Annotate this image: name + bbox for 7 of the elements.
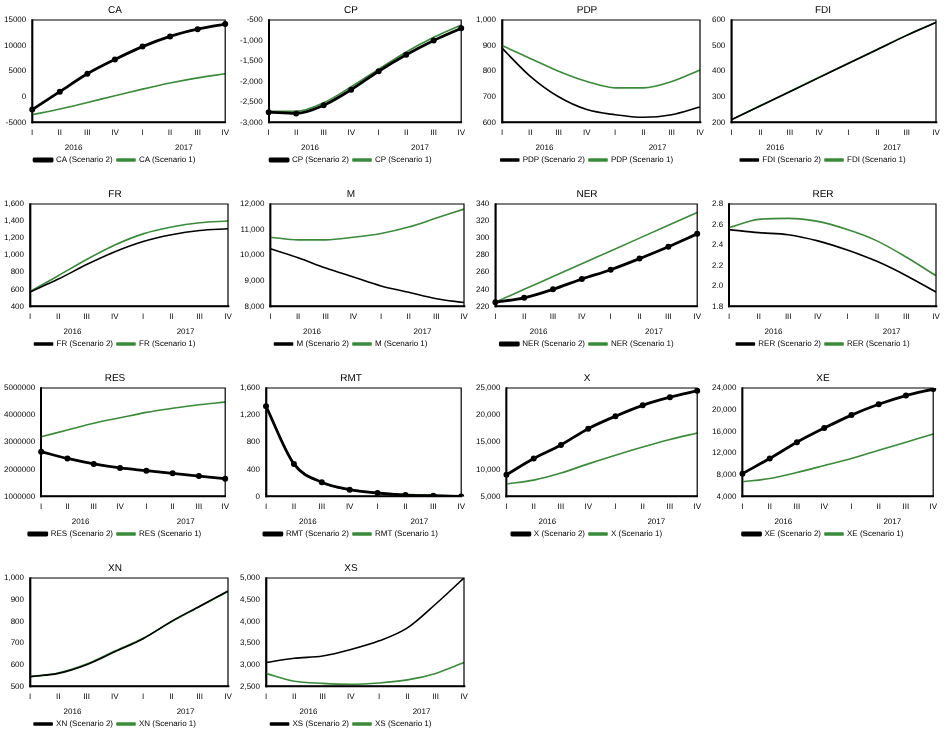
line-series <box>728 217 937 277</box>
line-series <box>505 432 698 485</box>
line-series <box>501 44 701 89</box>
line-series <box>40 401 226 438</box>
line-series <box>741 433 934 483</box>
line-series <box>269 208 465 241</box>
line-series <box>31 72 226 116</box>
